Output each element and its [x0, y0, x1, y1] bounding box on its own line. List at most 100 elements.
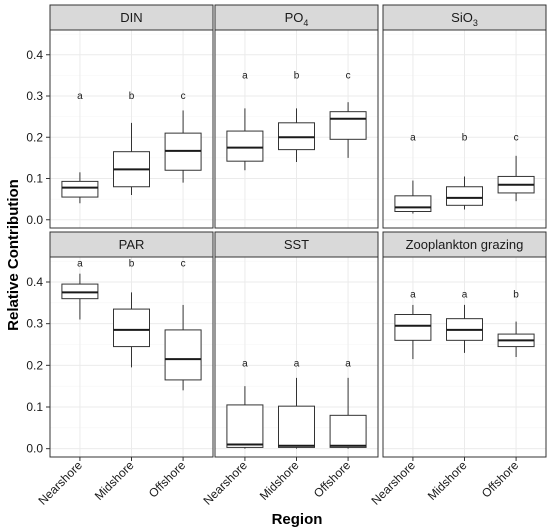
strip-title-main: Zooplankton grazing — [406, 237, 524, 252]
significance-label: a — [294, 358, 300, 369]
box-nearshore: a — [394, 132, 432, 214]
strip-title-subscript: 4 — [303, 18, 308, 28]
significance-label: a — [410, 132, 416, 143]
box-midshore: a — [446, 290, 483, 353]
box-offshore: c — [164, 91, 202, 183]
panel-sst: SST a a a — [214, 231, 379, 458]
box-offshore: c — [329, 70, 367, 158]
y-tick-label: 0.2 — [26, 358, 43, 372]
panel-zooplankton-grazing: Zooplankton grazing a a b — [382, 231, 547, 458]
panel-strip — [382, 4, 547, 31]
x-tick-label: Midshore — [92, 458, 137, 503]
panel-din: DIN a b c — [49, 4, 214, 229]
panel-strip-title: SST — [284, 237, 309, 252]
strip-title-main: PAR — [119, 237, 145, 252]
y-tick-label: 0.1 — [26, 172, 43, 186]
box-nearshore: a — [226, 358, 264, 449]
box-iqr — [278, 405, 315, 448]
strip-title-main: PO — [285, 10, 304, 25]
x-tick-label: Nearshore — [369, 458, 419, 508]
significance-label: b — [513, 290, 519, 301]
significance-label: a — [462, 290, 468, 301]
strip-title-subscript: 3 — [473, 18, 478, 28]
box-midshore: b — [113, 91, 150, 195]
box-iqr — [446, 186, 483, 206]
significance-label: b — [294, 70, 300, 81]
box-iqr — [394, 195, 432, 212]
strip-title-main: DIN — [120, 10, 142, 25]
x-tick-label: Midshore — [425, 458, 470, 503]
y-axis-title: Relative Contribution — [5, 179, 22, 331]
significance-label: c — [181, 258, 186, 269]
x-axes: Nearshore Midshore Offshore Nearshore Midsho… — [36, 457, 522, 508]
significance-label: b — [129, 258, 135, 269]
box-iqr — [61, 180, 99, 198]
panel-strip — [214, 4, 379, 31]
box-offshore: a — [329, 358, 367, 449]
panel-border — [214, 29, 379, 229]
box-nearshore: a — [226, 70, 264, 171]
box-nearshore: a — [394, 290, 432, 360]
y-tick-label: 0.0 — [26, 442, 43, 456]
x-tick-label: Nearshore — [201, 458, 251, 508]
box-nearshore: a — [61, 91, 99, 204]
box-iqr — [329, 111, 367, 140]
box-iqr — [164, 329, 202, 381]
panel-strip-title: SiO3 — [451, 10, 478, 28]
panel-border — [382, 29, 547, 229]
significance-label: c — [181, 91, 186, 102]
significance-label: a — [77, 258, 83, 269]
significance-label: a — [410, 290, 416, 301]
box-iqr — [329, 414, 367, 448]
significance-label: c — [514, 132, 519, 143]
panel-border — [49, 29, 214, 229]
significance-label: a — [77, 91, 83, 102]
box-offshore: c — [497, 132, 535, 202]
y-tick-label: 0.3 — [26, 317, 43, 331]
panel-strip — [382, 231, 547, 258]
significance-label: c — [346, 70, 351, 81]
significance-label: b — [462, 132, 468, 143]
y-tick-label: 0.2 — [26, 130, 43, 144]
x-tick-label: Midshore — [257, 458, 302, 503]
panel-strip-title: PAR — [119, 237, 145, 252]
x-tick-label: Nearshore — [36, 458, 86, 508]
panel-strip — [49, 231, 214, 258]
y-tick-label: 0.0 — [26, 213, 43, 227]
box-midshore: b — [113, 258, 150, 368]
box-midshore: a — [278, 358, 315, 449]
box-midshore: b — [446, 132, 483, 210]
significance-label: b — [129, 91, 135, 102]
panel-strip — [49, 4, 214, 31]
box-iqr — [394, 314, 432, 341]
box-iqr — [61, 283, 99, 300]
panel-strip-title: DIN — [120, 10, 142, 25]
x-tick-label: Offshore — [479, 458, 522, 501]
box-nearshore: a — [61, 258, 99, 320]
box-offshore: c — [164, 258, 202, 391]
y-tick-label: 0.1 — [26, 400, 43, 414]
box-midshore: b — [278, 70, 315, 162]
significance-label: a — [345, 358, 351, 369]
panel-po4: PO4 a b c — [214, 4, 379, 229]
box-iqr — [226, 130, 264, 162]
panel-par: PAR a b c — [49, 231, 214, 458]
box-offshore: b — [497, 290, 535, 357]
y-tick-label: 0.4 — [26, 48, 43, 62]
box-iqr — [113, 308, 150, 348]
x-axis-title: Region — [272, 511, 323, 528]
y-axes: 0.0 0.1 0.2 0.3 0.4 0.0 0.1 0.2 0.3 0.4 — [26, 48, 50, 456]
y-tick-label: 0.4 — [26, 275, 43, 289]
x-tick-label: Offshore — [311, 458, 354, 501]
significance-label: a — [242, 70, 248, 81]
panel-sio3: SiO3 a b c — [382, 4, 547, 229]
strip-title-main: SST — [284, 237, 309, 252]
significance-label: a — [242, 358, 248, 369]
box-iqr — [278, 122, 315, 151]
box-iqr — [226, 404, 264, 448]
y-tick-label: 0.3 — [26, 89, 43, 103]
x-tick-label: Offshore — [146, 458, 189, 501]
panel-strip-title: PO4 — [285, 10, 309, 28]
